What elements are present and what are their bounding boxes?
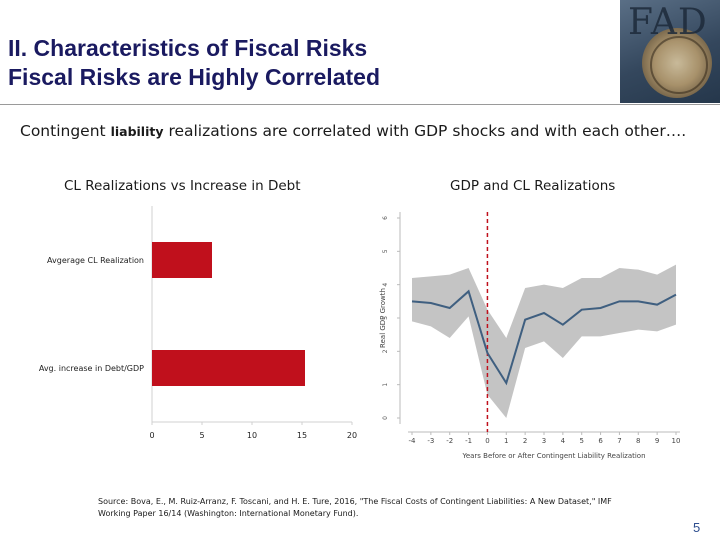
y-tick-label: 3	[382, 316, 389, 320]
source-note: Source: Bova, E., M. Ruiz-Arranz, F. Tos…	[98, 497, 612, 518]
title-line-2: Fiscal Risks are Highly Correlated	[8, 64, 380, 90]
x-tick-label: 9	[655, 437, 659, 445]
logo-text: FAD	[628, 2, 708, 43]
intro-part-1: Contingent	[20, 122, 106, 140]
imf-seal	[642, 28, 712, 98]
left-chart-title: CL Realizations vs Increase in Debt	[64, 178, 301, 194]
x-tick-label: -1	[465, 437, 472, 445]
y-tick-label: 0	[382, 416, 389, 420]
x-tick-label: 0	[149, 431, 154, 440]
bar-1	[152, 242, 212, 278]
x-tick-label: 20	[347, 431, 357, 440]
x-tick-label: -4	[409, 437, 417, 445]
y-tick-label: 6	[382, 216, 389, 220]
x-axis-label: Years Before or After Contingent Liabili…	[461, 452, 645, 460]
x-tick-label: 3	[542, 437, 546, 445]
y-tick-label: 5	[382, 249, 389, 253]
bar-2	[152, 350, 305, 386]
y-tick-label: 2	[382, 349, 389, 353]
category-label: Avgerage CL Realization	[47, 256, 144, 265]
line-chart: 0 1 2 3 4 5 6 Real GDP Growth -4 -3 -2 -1 0 1 2 3 4 5 6 7 8 9…	[379, 212, 681, 460]
x-tick-label: 10	[672, 437, 681, 445]
bar-chart: Avgerage CL Realization Avg. increase in …	[39, 206, 357, 440]
x-tick-label: 5	[579, 437, 583, 445]
intro-text: Contingent liability realizations are co…	[20, 120, 700, 143]
intro-bold-word: liability	[110, 124, 164, 139]
y-tick-label: 1	[382, 383, 389, 387]
x-tick-label: 10	[247, 431, 257, 440]
right-chart-title: GDP and CL Realizations	[450, 178, 616, 194]
category-label: Avg. increase in Debt/GDP	[39, 364, 144, 373]
gdp-growth-line	[411, 289, 677, 386]
x-tick-label: 6	[598, 437, 603, 445]
x-tick-label: 0	[485, 437, 489, 445]
x-tick-label: 8	[636, 437, 640, 445]
x-tick-label: 2	[523, 437, 527, 445]
intro-part-2: realizations are correlated with GDP sho…	[168, 122, 687, 140]
x-tick-label: -2	[446, 437, 453, 445]
y-axis-label: Real GDP Growth	[379, 288, 387, 348]
title-line-1: II. Characteristics of Fiscal Risks	[8, 35, 368, 61]
y-tick-label: 4	[382, 283, 389, 287]
page-number: 5	[693, 520, 701, 535]
x-tick-label: 5	[199, 431, 204, 440]
title-divider	[0, 104, 720, 105]
fad-logo: FAD	[620, 0, 720, 103]
x-tick-label: 7	[617, 437, 621, 445]
x-tick-label: -3	[427, 437, 434, 445]
confidence-band	[412, 264, 676, 418]
x-tick-label: 1	[504, 437, 508, 445]
slide-title: II. Characteristics of Fiscal Risks Fisc…	[8, 34, 380, 92]
x-tick-label: 4	[561, 437, 566, 445]
x-tick-label: 15	[297, 431, 307, 440]
